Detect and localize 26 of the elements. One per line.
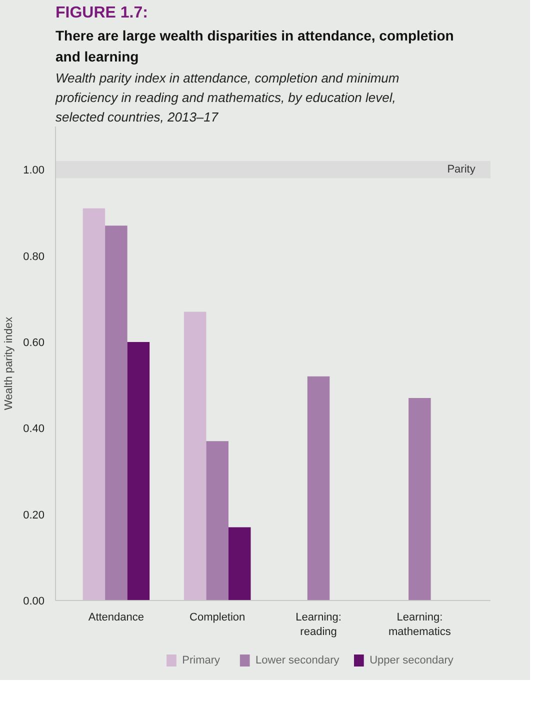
x-tick-label: Learning: mathematics (388, 612, 452, 638)
bar (105, 226, 128, 600)
chart-title: FIGURE 1.7: (56, 4, 148, 22)
x-tick-label: Attendance (88, 612, 144, 624)
x-tick-label: Learning: reading (296, 612, 342, 638)
y-tick-label: 0.00 (23, 596, 45, 608)
bar (228, 527, 251, 600)
legend-label: Lower secondary (256, 654, 340, 666)
chart-subtitle: There are large wealth disparities in attendance, completion and learning (56, 28, 454, 64)
bar (82, 208, 106, 600)
legend-label: Upper secondary (370, 654, 454, 666)
legend-label: Primary (182, 654, 221, 666)
bar (408, 398, 431, 600)
y-tick-label: 0.60 (23, 336, 45, 349)
bar (184, 312, 206, 600)
bar (206, 441, 228, 600)
y-tick-label: 1.00 (23, 164, 45, 177)
band-label: Parity (447, 164, 476, 176)
x-tick-label: Completion (190, 612, 246, 624)
bar (127, 342, 150, 600)
text: Wealth parity index in attendance, completion and minimum proficiency in reading and mathematics, by education level, selected countries, 2013–17 (54, 70, 400, 124)
y-axis-title: Wealth parity index (3, 316, 16, 410)
y-tick-label: 0.20 (23, 509, 45, 522)
y-tick-label: 0.40 (23, 423, 45, 436)
bar (307, 376, 330, 600)
y-tick-label: 0.80 (23, 250, 45, 263)
